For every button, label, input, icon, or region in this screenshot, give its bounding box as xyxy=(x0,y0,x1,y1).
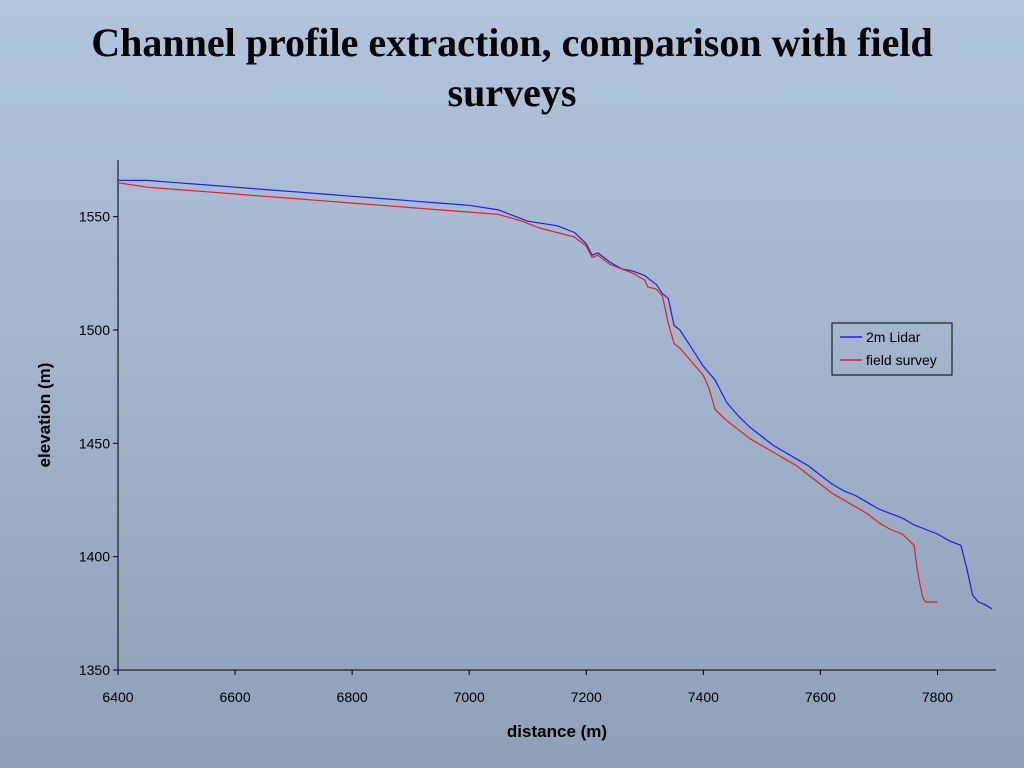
x-tick-label: 7400 xyxy=(688,689,719,705)
y-tick-label: 1450 xyxy=(79,435,110,451)
x-tick-label: 6600 xyxy=(219,689,250,705)
y-axis-label: elevation (m) xyxy=(35,363,54,468)
y-tick-label: 1400 xyxy=(79,549,110,565)
y-tick-label: 1550 xyxy=(79,209,110,225)
x-tick-label: 7800 xyxy=(922,689,953,705)
x-tick-label: 6400 xyxy=(102,689,133,705)
slide-title: Channel profile extraction, comparison w… xyxy=(91,20,933,115)
y-tick-label: 1500 xyxy=(79,322,110,338)
x-tick-label: 6800 xyxy=(337,689,368,705)
x-tick-label: 7200 xyxy=(571,689,602,705)
x-tick-label: 7000 xyxy=(454,689,485,705)
x-axis-label: distance (m) xyxy=(507,722,607,741)
series-line-lidar xyxy=(118,179,993,610)
y-tick-label: 1350 xyxy=(79,662,110,678)
legend-box xyxy=(831,322,953,376)
legend-label: field survey xyxy=(866,352,937,368)
series-line-field-survey xyxy=(117,182,938,603)
x-tick-label: 7600 xyxy=(805,689,836,705)
legend-label: 2m Lidar xyxy=(866,329,921,345)
